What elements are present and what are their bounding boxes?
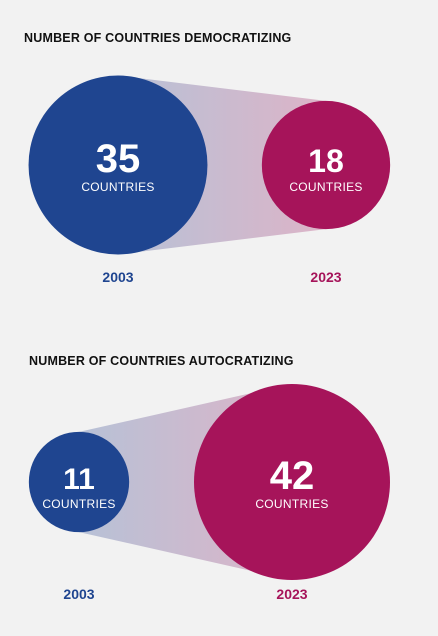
bubble-unit-label: COUNTRIES [289, 180, 362, 194]
bubble-value-2023: 18 [308, 143, 344, 179]
bubble-2023 [194, 384, 390, 580]
year-label-2003: 2003 [102, 269, 133, 285]
bubble-2003 [28, 75, 208, 255]
autocratizing-title: NUMBER OF COUNTRIES AUTOCRATIZING [29, 354, 294, 368]
year-label-2003: 2003 [63, 586, 94, 602]
bubble-value-2003: 11 [63, 463, 95, 496]
bubble-value-2023: 42 [270, 454, 315, 498]
democratizing-title: NUMBER OF COUNTRIES DEMOCRATIZING [24, 31, 292, 45]
bubble-value-2003: 35 [96, 137, 141, 181]
bubble-unit-label: COUNTRIES [81, 180, 154, 194]
year-label-2023: 2023 [310, 269, 341, 285]
bubble-unit-label: COUNTRIES [42, 497, 115, 511]
bubble-2003 [28, 431, 130, 533]
year-label-2023: 2023 [276, 586, 307, 602]
bubble-2023 [261, 100, 391, 230]
bubble-unit-label: COUNTRIES [255, 497, 328, 511]
